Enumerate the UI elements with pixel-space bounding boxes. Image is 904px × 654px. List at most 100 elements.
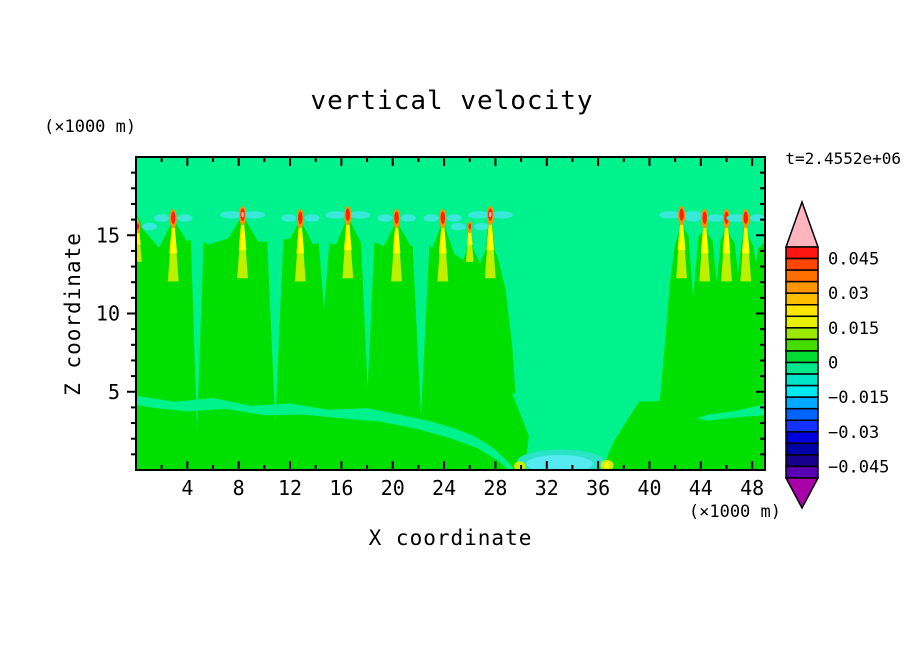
plume-tip-pink [489,211,492,218]
plume-wing [281,214,297,222]
plume-wing [177,214,193,222]
x-axis-unit-label: (×1000 m) [688,502,781,522]
plume-tip-red [298,211,303,224]
y-tick-label: 10 [96,302,120,326]
plume [325,203,371,279]
colorbar-cell [785,373,819,387]
x-tick-label: 12 [278,476,302,500]
colorbar-label: 0.015 [828,319,879,339]
contour-region-valley [733,232,743,275]
plume-core-yellow [392,209,401,254]
colorbar-label: 0.03 [828,284,869,304]
colorbar-over-arrow [784,199,820,248]
plume-wing [153,214,170,222]
x-tick-label: 32 [535,476,559,500]
x-tick-label: 36 [586,476,610,500]
colorbar-label: 0.045 [828,250,879,270]
plume [467,203,513,279]
plume-wing [685,214,701,222]
x-tick-label: 8 [233,476,245,500]
contour-region-valley [266,233,284,424]
plume-wing [473,222,490,231]
contour-region-valley [711,232,722,283]
plume-core-yellow [741,209,750,254]
y-axis-title: Z coordinate [61,231,85,396]
x-tick-label: 44 [689,476,713,500]
x-tick-label: 4 [181,476,193,500]
plume [659,203,705,279]
contour-region-near-zero-band-right [696,404,765,421]
plume-core-yellow [677,206,686,251]
plume-wing [243,211,266,219]
plume [423,207,463,282]
plume-wing [659,211,681,219]
plume-core-yellow [486,206,495,251]
colorbar-cell [785,396,819,410]
colorbar-label: 0 [828,354,838,374]
plume-wing [490,211,513,219]
surface-speck [604,462,610,469]
colorbar-cell [785,407,819,421]
plume-wing [141,222,158,231]
plume-tip-red [679,208,684,221]
colorbar-cell [785,350,819,364]
plume [726,207,765,282]
plume [153,207,193,282]
plume-wing [377,214,393,222]
plume-core-yellow [296,209,305,254]
colorbar-cell [785,465,819,479]
x-tick-label: 28 [483,476,507,500]
plume [281,207,320,282]
plume [707,207,746,282]
x-tick-label: 48 [740,476,764,500]
y-axis-unit-label: (×1000 m) [44,117,137,137]
colorbar-label: −0.03 [828,423,879,443]
colorbar-cell [785,327,819,341]
colorbar-cell [785,315,819,329]
plume-wing [348,211,371,219]
plume-core-yellow [722,209,731,254]
plume-core-yellow [438,209,447,254]
plume-wing [467,211,490,219]
downdraft-core [526,455,593,470]
plume-core-yellow [238,206,247,251]
colorbar-cell [785,304,819,318]
plume-wing [119,223,134,231]
y-tick-label: 15 [96,223,120,247]
plume-tip-red [136,223,140,230]
colorbar-cell [785,442,819,456]
x-tick-label: 24 [432,476,456,500]
plume-tip-red [702,211,707,224]
plume-tip-red [743,211,748,224]
colorbar-cell [785,384,819,398]
surface-speck [514,461,526,470]
colorbar-cell [785,257,819,271]
x-axis-title: X coordinate [368,526,533,550]
axis-ticks [127,157,765,470]
contour-region-valley [318,236,330,309]
contour-region-valley [360,233,375,389]
plume-core-yellow [700,209,709,254]
plume-wing [726,214,742,222]
colorbar-cell [785,454,819,468]
contour-region-updraft-mass-right [658,224,765,470]
colorbar-cell [785,246,819,260]
plume-tip-red [724,211,729,224]
plume-tip-red [440,211,445,224]
colorbar-under-arrow [784,477,820,510]
plume-wing [400,214,416,222]
plume-wing [304,214,320,222]
plume-tip-red [394,211,399,224]
x-tick-label: 16 [329,476,353,500]
plume-tip-red [468,223,472,230]
x-tick-label: 40 [637,476,661,500]
plume-tip-red [171,211,176,224]
colorbar-cell [785,269,819,283]
plume-wing [749,214,765,222]
contour-region-valley [411,233,430,417]
plume-wing [707,214,723,222]
plume-core-yellow [169,209,178,254]
